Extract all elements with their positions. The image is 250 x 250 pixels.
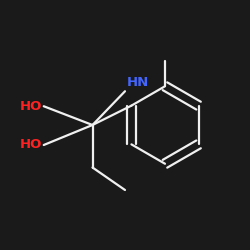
Text: HN: HN — [126, 76, 148, 89]
Text: HO: HO — [20, 100, 42, 113]
Text: HO: HO — [20, 138, 42, 151]
